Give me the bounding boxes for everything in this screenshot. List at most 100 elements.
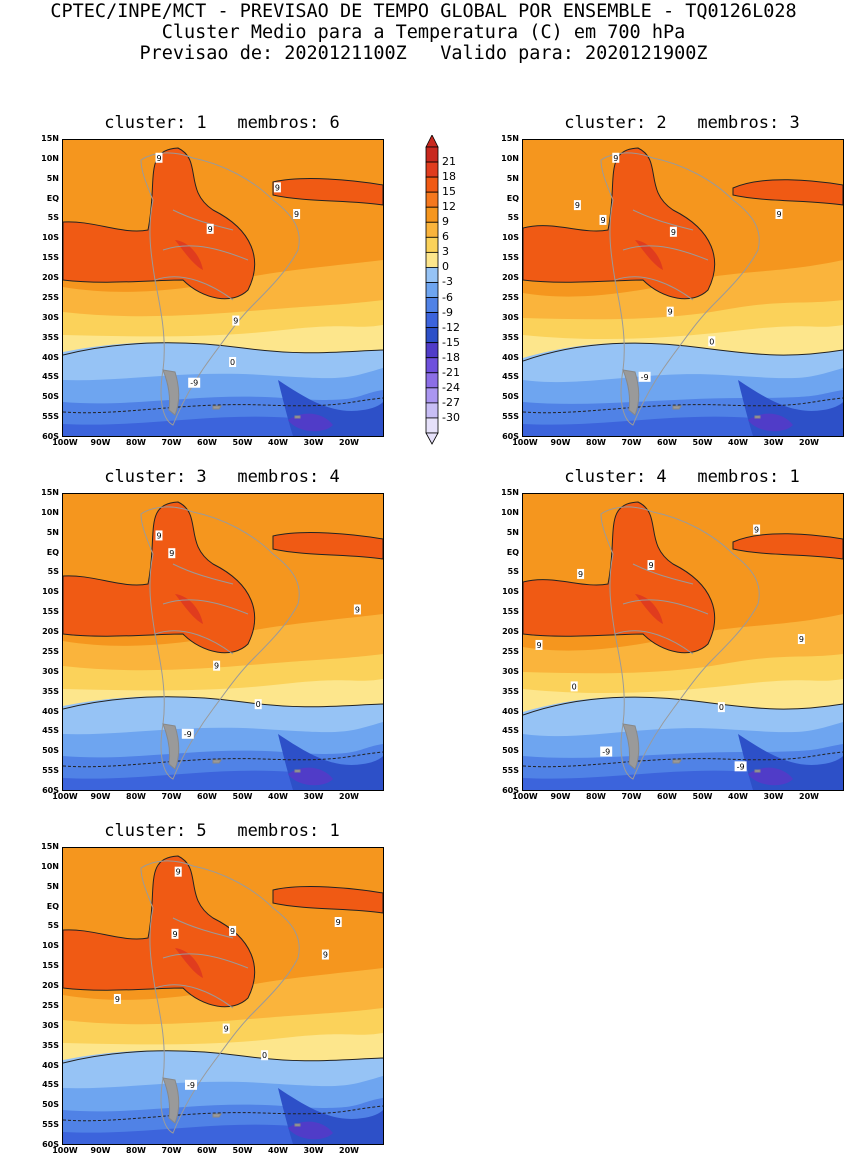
colorbar-label: -21 (442, 365, 460, 379)
contour-label-bg (155, 152, 163, 163)
contour-label-bg (535, 639, 543, 650)
contour-label-bg (775, 209, 783, 219)
contour-label-bg (753, 524, 761, 535)
contour-label: -9 (641, 373, 649, 382)
map-canvas: 9 9 9 9 9 0 0 -9 -9 (523, 494, 843, 790)
lon-tick-label: 70W (621, 438, 642, 447)
lat-tick-label: 25S (42, 1000, 59, 1010)
colorbar-top-arrow (425, 135, 439, 148)
contour-label: 9 (536, 641, 541, 650)
lon-tick-label: 50W (232, 792, 253, 801)
contour-label-bg (293, 209, 301, 219)
contour-label-bg (206, 223, 214, 234)
lon-tick-label: 40W (268, 438, 288, 447)
lat-tick-label: 55S (502, 766, 519, 776)
contour-label: 9 (668, 308, 673, 317)
lat-tick-label: 60S (502, 786, 519, 795)
lat-tick-label: EQ (46, 193, 59, 203)
lat-tick-label: 15N (41, 842, 59, 851)
lat-tick-label: 50S (42, 746, 59, 756)
colorbar-swatch (425, 312, 439, 329)
lat-tick-label: 10N (501, 507, 519, 517)
contour-label: 9 (156, 154, 161, 163)
contour-label-bg (570, 681, 578, 692)
lat-tick-label: 25S (502, 646, 519, 656)
lat-tick-label: 5N (46, 173, 59, 183)
lat-tick-label: 10N (501, 153, 519, 163)
colorbar-swatch (425, 267, 439, 283)
colorbar-label: 6 (442, 230, 449, 244)
country-outlines (600, 506, 761, 780)
lat-tick-label: 10N (41, 507, 59, 517)
temperature-map-panel: 9 9 9 9 9 9 0 -9 (522, 139, 844, 437)
contour-label: -9 (737, 762, 745, 771)
lat-tick-label: 30S (502, 666, 519, 676)
contour-label: 9 (156, 531, 161, 540)
lat-tick-label: EQ (506, 547, 519, 557)
colorbar-label: -15 (442, 335, 460, 349)
contour-label-bg (213, 660, 221, 671)
contour-label: -9 (602, 748, 610, 757)
lat-tick-label: 45S (502, 726, 519, 736)
contour-label-bg (334, 917, 342, 927)
contour-label: 9 (230, 927, 235, 936)
lon-tick-label: 90W (550, 438, 571, 447)
lon-tick-label: 60W (197, 438, 217, 447)
lat-tick-label: EQ (46, 901, 59, 911)
contour-label-bg (717, 702, 725, 713)
contour-label: 9 (648, 561, 653, 570)
temperature-map-panel: 9 9 9 9 0 -9 (62, 493, 384, 791)
contour-label: 0 (709, 337, 714, 346)
panel-title: cluster: 3 membros: 4 (104, 467, 340, 487)
lon-tick-label: 20W (339, 792, 359, 801)
lon-tick-label: 50W (692, 438, 713, 447)
lon-tick-label: 40W (728, 438, 748, 447)
country-outlines (600, 152, 761, 426)
contour-label-bg (600, 746, 613, 757)
contour-label-bg (232, 315, 240, 326)
lat-tick-label: 5S (47, 567, 59, 577)
contour-label-bg (669, 226, 677, 237)
lat-tick-label: 5S (47, 921, 59, 931)
lat-tick-label: 25S (42, 646, 59, 656)
contour-label-bg (321, 949, 329, 960)
colorbar-swatch (425, 221, 439, 238)
lat-tick-label: 15S (42, 253, 59, 263)
lat-tick-label: 5N (46, 881, 59, 891)
panel-title: cluster: 1 membros: 6 (104, 113, 340, 133)
lon-tick-label: 100W (512, 792, 538, 801)
lat-tick-label: 15S (502, 607, 519, 617)
map-canvas: 9 9 9 9 9 9 9 0 -9 (63, 848, 383, 1144)
header-line-1: CPTEC/INPE/MCT - PREVISAO DE TEMPO GLOBA… (50, 1, 797, 22)
lon-tick-label: 60W (197, 1146, 217, 1155)
colorbar-label: 0 (442, 260, 449, 274)
temperature-bands (63, 140, 383, 436)
lon-tick-label: 30W (763, 438, 784, 447)
lat-tick-label: 5S (507, 213, 519, 223)
colorbar: 21 18 15 12 9 6 3 0 -3 -6 -9 -12 -15 -18 -21 -24 -27 -30 (425, 135, 465, 445)
colorbar-swatch (425, 176, 439, 193)
contour-label-bg (353, 604, 361, 615)
colorbar-label: -18 (442, 350, 460, 364)
colorbar-swatch (425, 402, 439, 419)
header-line-3: Previsao de: 2020121100Z Valido para: 20… (139, 43, 708, 64)
lat-tick-label: 50S (502, 392, 519, 402)
header-line-2: Cluster Medio para a Temperatura (C) em … (161, 22, 686, 43)
lon-tick-label: 100W (512, 438, 538, 447)
lon-tick-label: 90W (550, 792, 571, 801)
colorbar-swatch (425, 297, 439, 313)
lon-tick-label: 60W (197, 792, 217, 801)
contour-label-bg (113, 993, 121, 1004)
contour-label-bg (185, 1079, 197, 1090)
lon-tick-label: 80W (586, 438, 606, 447)
lat-tick-label: 35S (502, 332, 519, 342)
lat-tick-label: 15S (502, 253, 519, 263)
contour-label: 9 (578, 570, 583, 579)
temperature-map-panel: 9 9 9 9 9 0 -9 (62, 139, 384, 437)
contour-label: -9 (187, 1081, 195, 1090)
lon-tick-label: 20W (339, 1146, 359, 1155)
lat-tick-label: 20S (42, 273, 59, 283)
colorbar-bottom-arrow (425, 432, 439, 445)
contour-label-bg (573, 200, 581, 211)
lon-tick-label: 90W (90, 792, 111, 801)
